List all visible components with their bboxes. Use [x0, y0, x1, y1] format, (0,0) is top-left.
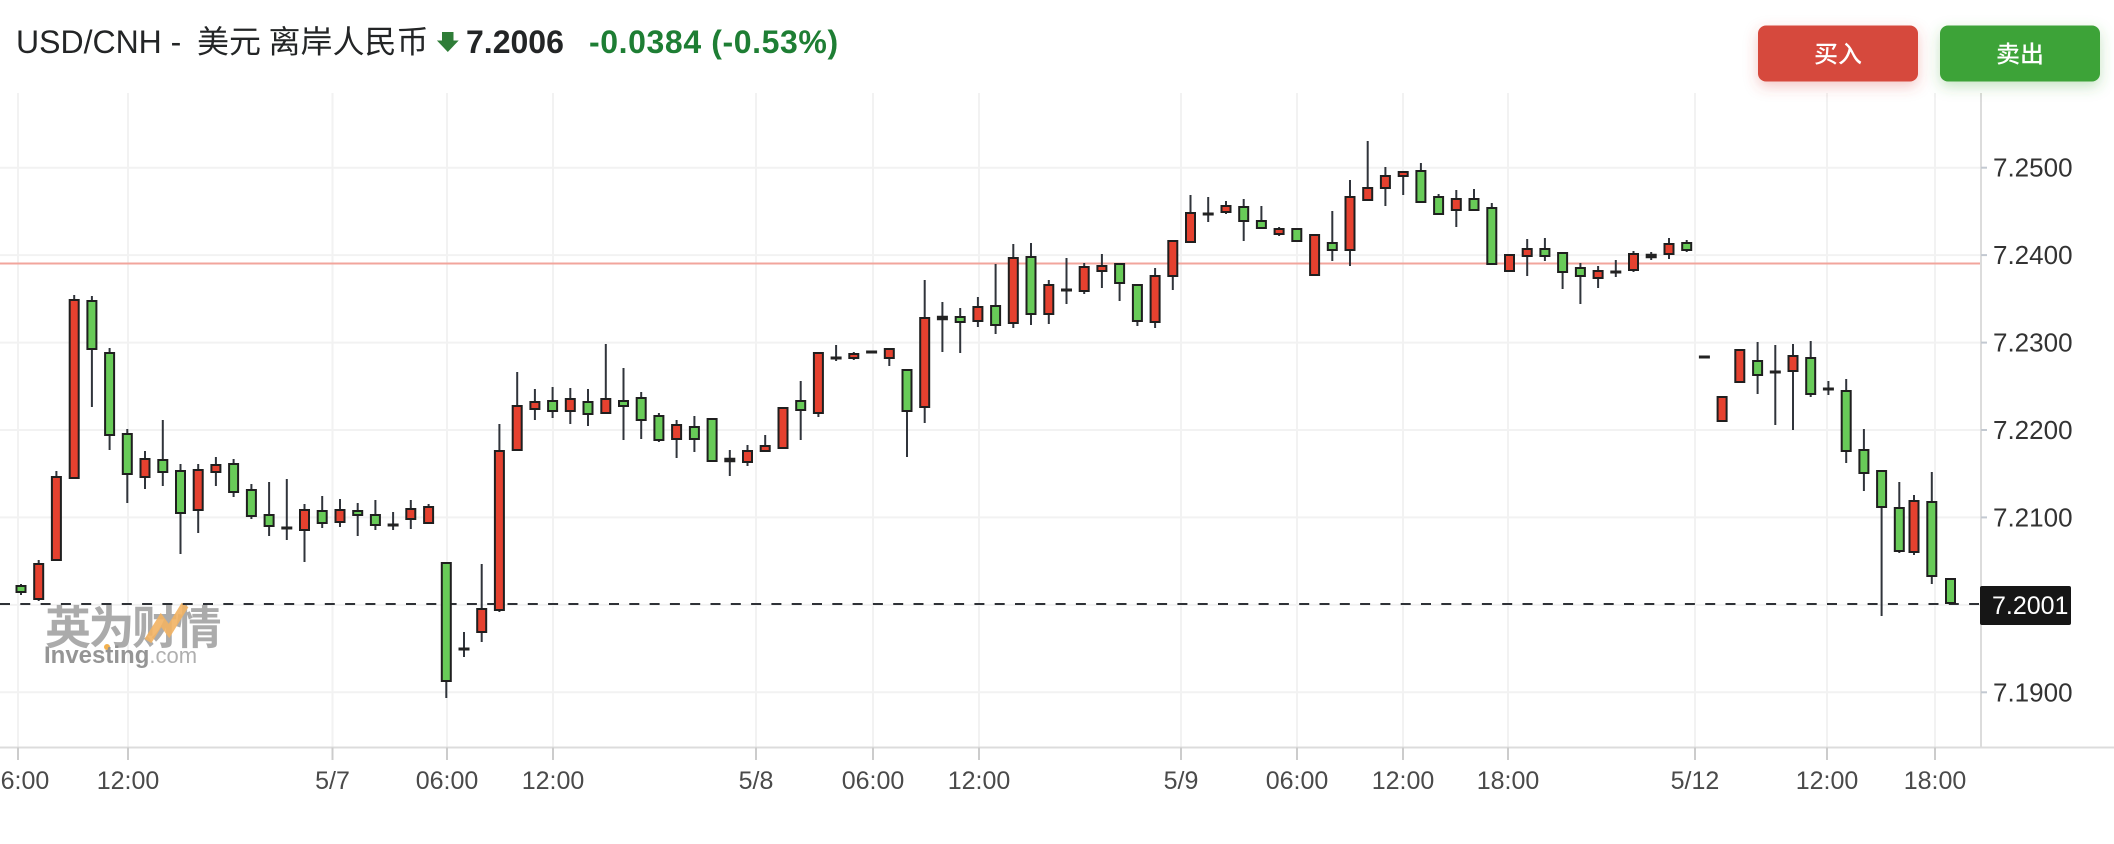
- svg-text:12:00: 12:00: [97, 767, 160, 795]
- svg-text:12:00: 12:00: [948, 767, 1011, 795]
- svg-text:12:00: 12:00: [522, 767, 585, 795]
- svg-text:5/9: 5/9: [1164, 767, 1199, 795]
- svg-text:12:00: 12:00: [1796, 767, 1859, 795]
- svg-text:7.2001: 7.2001: [1992, 592, 2068, 620]
- svg-text:18:00: 18:00: [1904, 767, 1967, 795]
- svg-text:06:00: 06:00: [0, 767, 49, 795]
- svg-text:7.2006: 7.2006: [466, 24, 564, 60]
- svg-text:18:00: 18:00: [1477, 767, 1540, 795]
- svg-text:USD/CNH -: USD/CNH -: [16, 24, 181, 60]
- svg-text:7.1900: 7.1900: [1993, 677, 2073, 707]
- svg-text:5/12: 5/12: [1671, 767, 1720, 795]
- svg-text:7.2300: 7.2300: [1993, 328, 2073, 358]
- svg-text:06:00: 06:00: [842, 767, 905, 795]
- svg-text:5/8: 5/8: [739, 767, 774, 795]
- svg-text:7.2100: 7.2100: [1993, 502, 2073, 532]
- svg-text:7.2500: 7.2500: [1993, 153, 2073, 183]
- svg-text:Investing.com: Investing.com: [44, 642, 197, 669]
- svg-text:12:00: 12:00: [1372, 767, 1435, 795]
- svg-text:-0.0384 (-0.53%): -0.0384 (-0.53%): [589, 24, 839, 60]
- svg-text:7.2200: 7.2200: [1993, 415, 2073, 445]
- svg-text:06:00: 06:00: [1266, 767, 1329, 795]
- svg-text:5/7: 5/7: [315, 767, 350, 795]
- svg-text:06:00: 06:00: [416, 767, 479, 795]
- svg-text:7.2400: 7.2400: [1993, 240, 2073, 270]
